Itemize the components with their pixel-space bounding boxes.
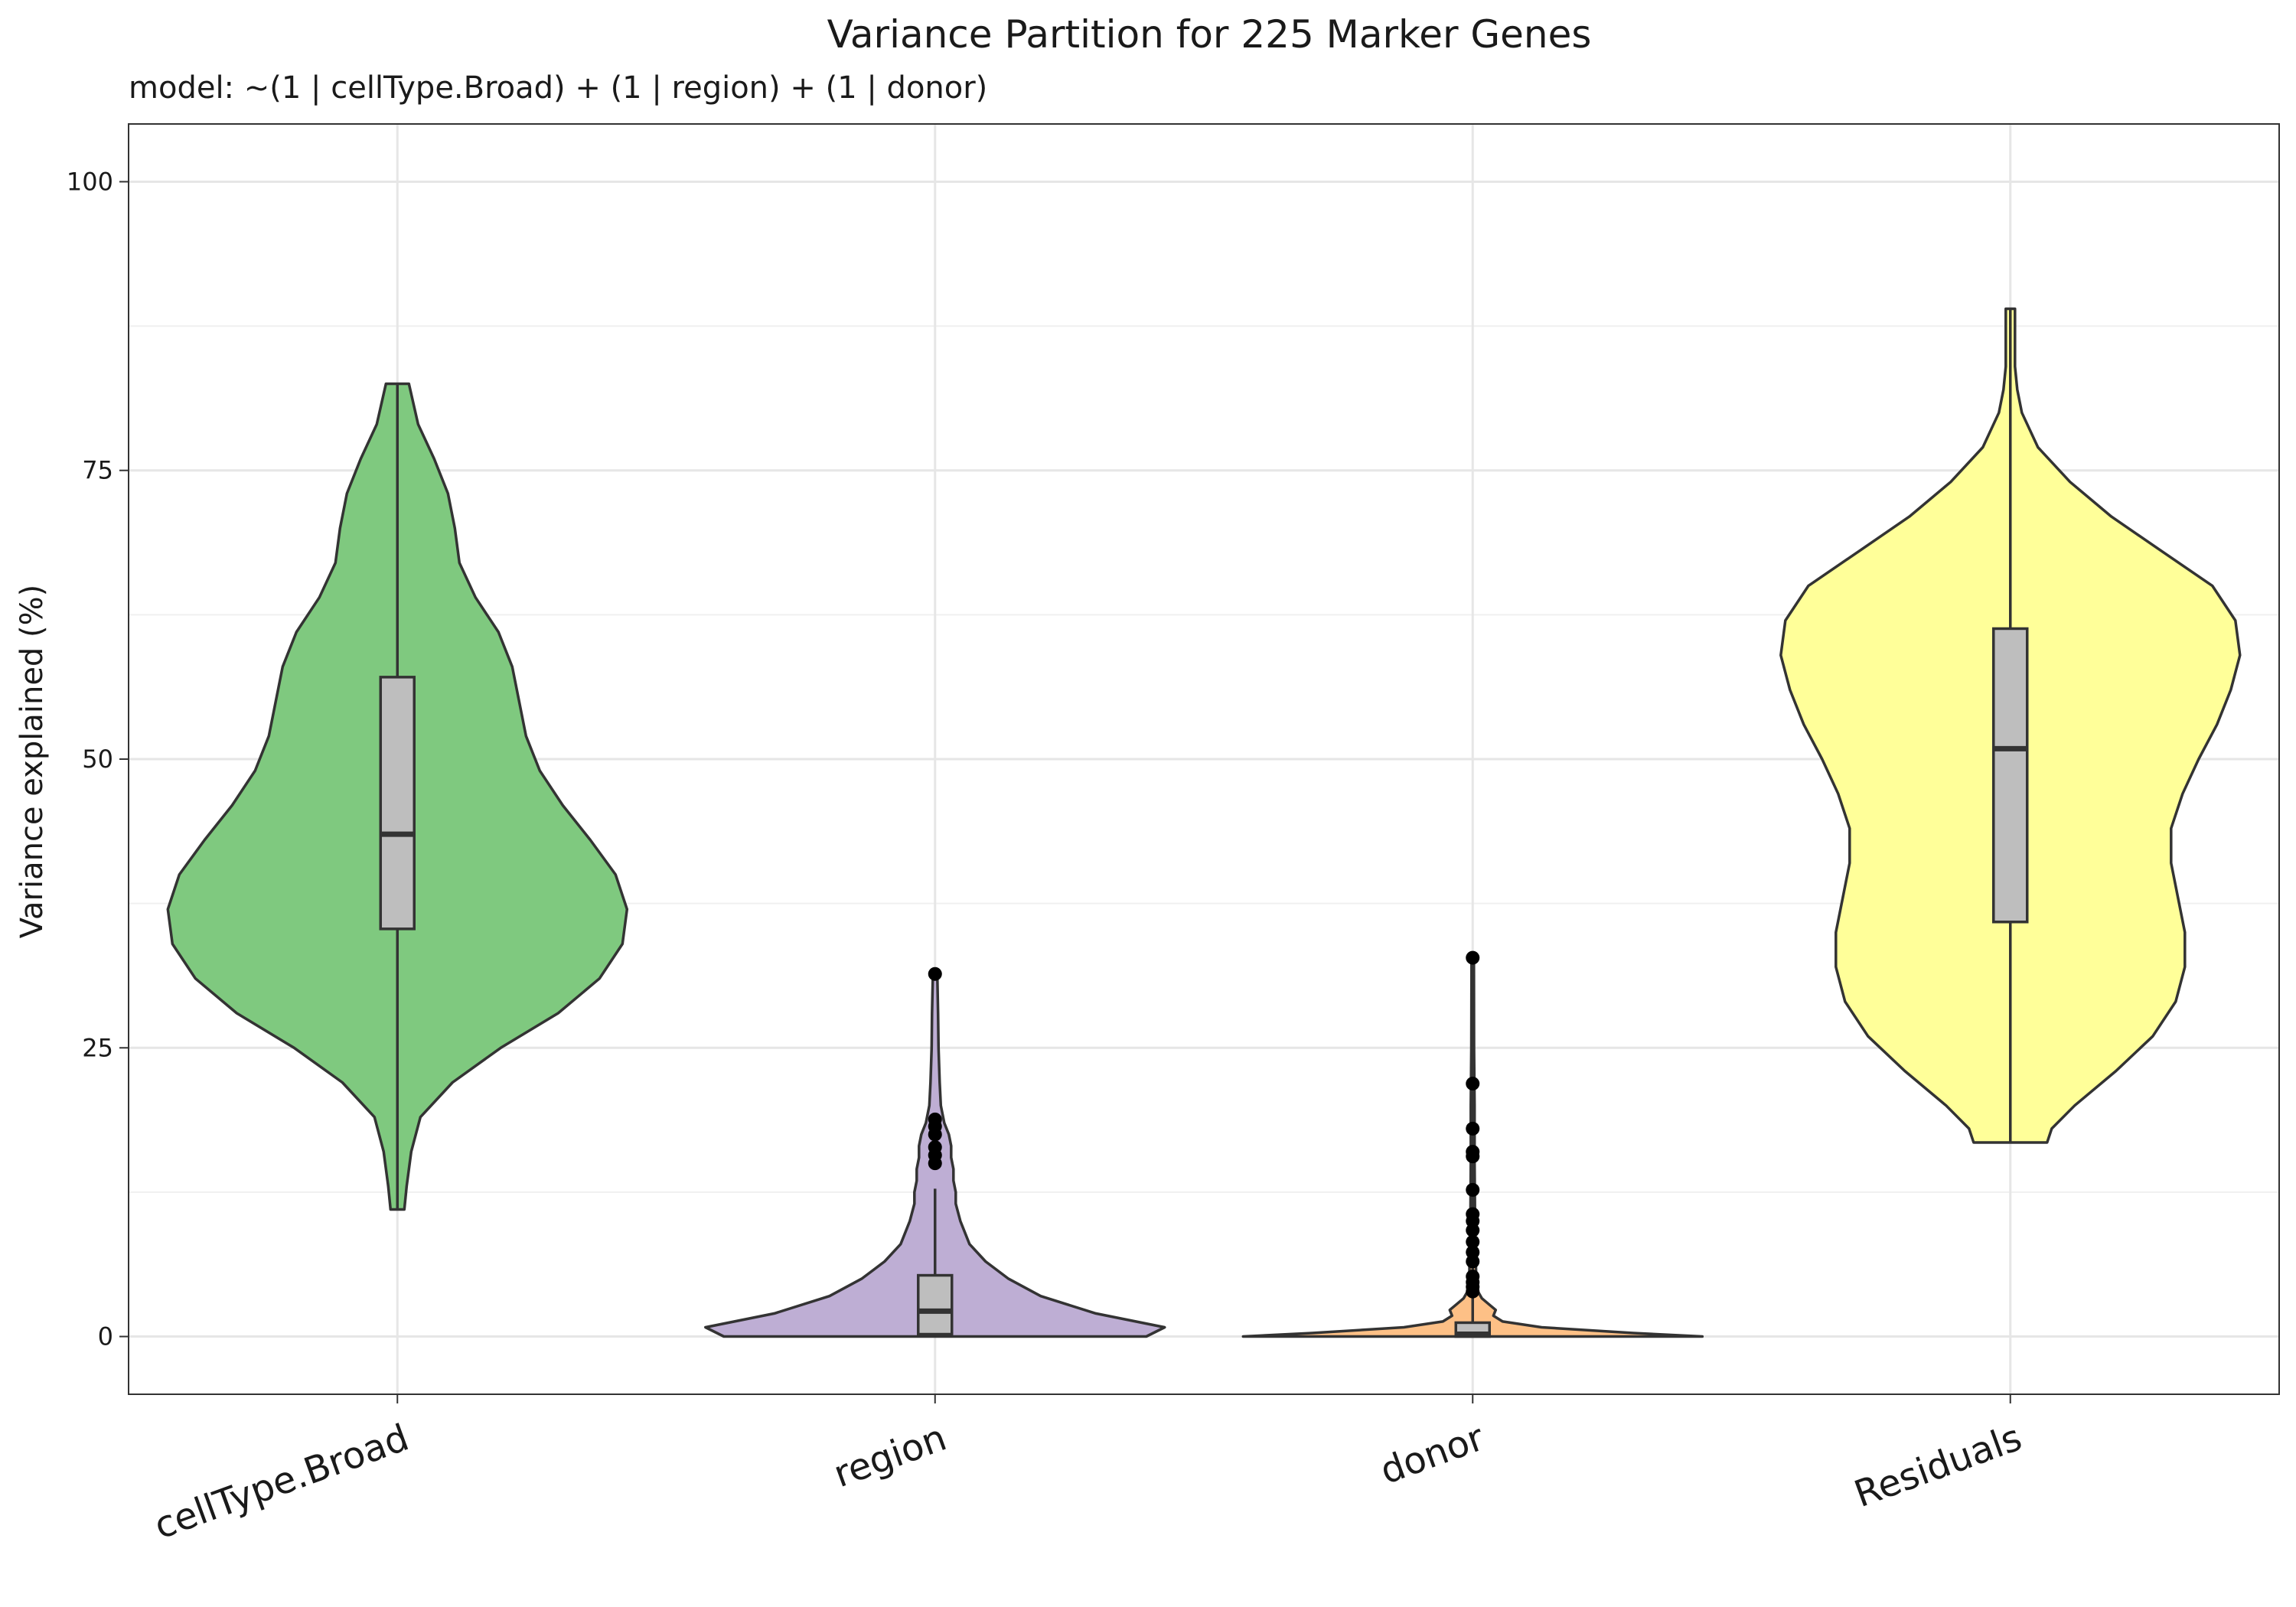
chart-subtitle: model: ~(1 | cellType.Broad) + (1 | regi… bbox=[129, 70, 987, 106]
outlier-point bbox=[1466, 1207, 1480, 1221]
y-tick-label: 75 bbox=[82, 456, 113, 485]
outlier-point bbox=[1466, 1182, 1480, 1197]
outlier-point bbox=[1466, 1145, 1480, 1159]
y-tick-label: 0 bbox=[98, 1322, 113, 1351]
outlier-point bbox=[928, 1112, 942, 1126]
outlier-point bbox=[1466, 1077, 1480, 1091]
outlier-point bbox=[928, 1140, 942, 1155]
box-cellType.Broad bbox=[379, 676, 416, 931]
chart-title: Variance Partition for 225 Marker Genes bbox=[827, 12, 1592, 57]
outlier-point bbox=[1466, 1270, 1480, 1284]
outlier-point bbox=[1466, 950, 1480, 965]
outlier-point bbox=[1466, 1121, 1480, 1136]
outlier-point bbox=[928, 966, 942, 981]
outlier-point bbox=[1466, 1234, 1480, 1249]
outlier-point bbox=[1466, 1245, 1480, 1260]
y-tick-label: 50 bbox=[82, 745, 113, 774]
box-Residuals bbox=[1992, 627, 2029, 924]
y-axis-ticks: 0 25 50 75 100 bbox=[67, 167, 129, 1351]
box-region bbox=[917, 1273, 954, 1336]
y-tick-label: 100 bbox=[67, 167, 113, 196]
y-axis-label: Variance explained (%) bbox=[15, 585, 50, 939]
boxplots bbox=[379, 308, 2029, 1338]
y-tick-label: 25 bbox=[82, 1033, 113, 1062]
outlier-points bbox=[928, 950, 1480, 1299]
